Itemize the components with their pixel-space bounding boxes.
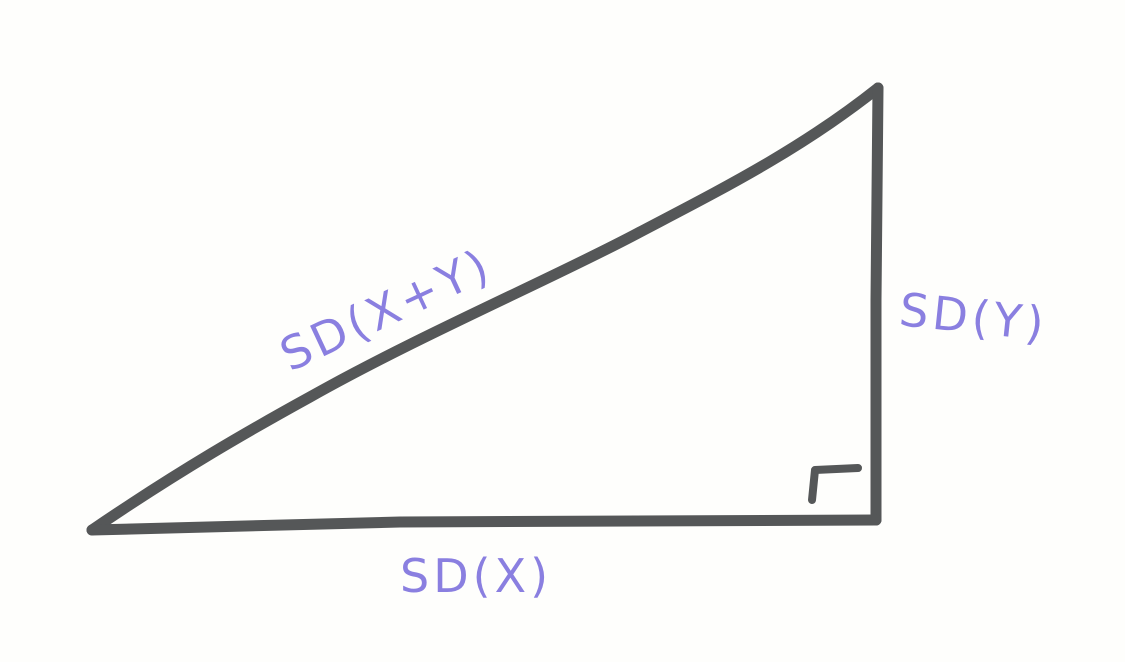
vertical-leg-label: SD(Y) [897, 282, 1050, 351]
vertical-leg-line [870, 82, 884, 526]
hypotenuse-line [86, 82, 884, 536]
horizontal-leg-line [86, 514, 882, 536]
horizontal-leg-label: SD(X) [400, 549, 552, 603]
right-angle-marker [808, 464, 862, 504]
